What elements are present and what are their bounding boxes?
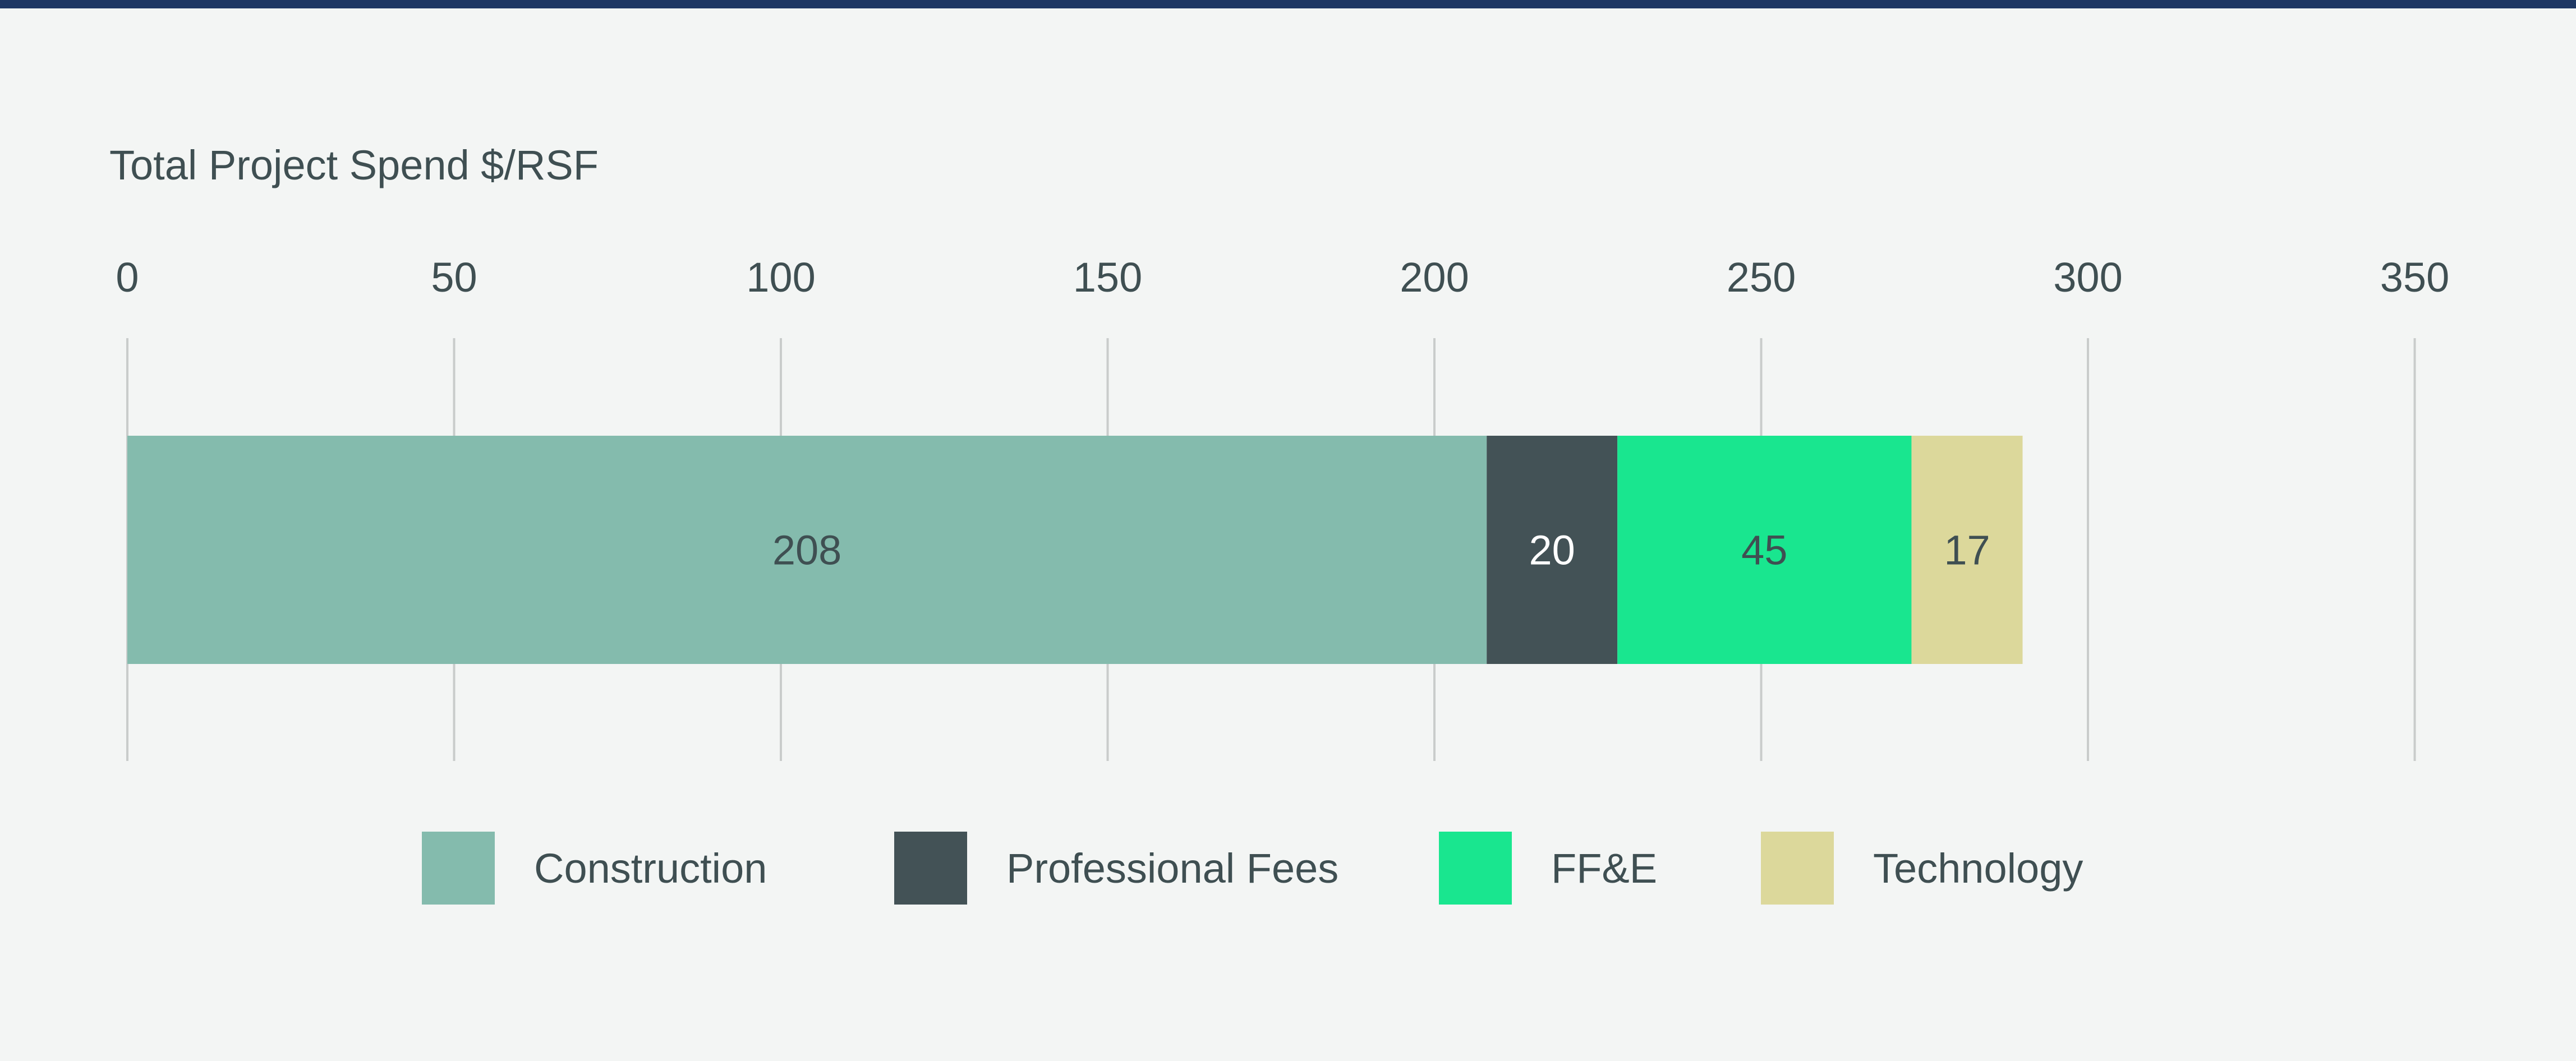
stacked-bar [127,436,2023,664]
legend-swatch-ff-e [1439,832,1512,905]
legend-label-professional-fees: Professional Fees [1006,845,1338,892]
x-tick-label-100: 100 [746,254,815,301]
bar-value-label-technology: 17 [1944,527,1990,574]
bar-value-label-construction: 208 [772,527,841,574]
legend-swatch-professional-fees [894,832,967,905]
legend-item-technology: Technology [1761,832,2083,905]
x-tick-label-250: 250 [1727,254,1796,301]
bar-value-label-ff-e: 45 [1741,527,1787,574]
x-tick-label-350: 350 [2380,254,2449,301]
top-rule [0,0,2576,8]
bar-segment-ff-e [1617,436,1912,664]
x-axis-ticks: 0 50 100 150 200 250 300 350 [116,254,2449,301]
bar-segment-technology [1911,436,2023,664]
legend-swatch-construction [422,832,495,905]
bar-segment-construction [127,436,1487,664]
x-tick-label-300: 300 [2053,254,2122,301]
x-tick-label-150: 150 [1073,254,1142,301]
chart-title: Total Project Spend $/RSF [109,142,599,188]
legend: Construction Professional Fees FF&E Technol… [422,832,2083,905]
legend-item-ff-e: FF&E [1439,832,1657,905]
legend-label-construction: Construction [534,845,767,892]
x-tick-label-200: 200 [1400,254,1469,301]
legend-label-ff-e: FF&E [1551,845,1657,892]
x-tick-label-0: 0 [116,254,139,301]
bar-segment-professional-fees [1487,436,1618,664]
x-tick-label-50: 50 [431,254,477,301]
legend-label-technology: Technology [1873,845,2083,892]
legend-item-construction: Construction [422,832,767,905]
bar-value-labels: 208 20 45 17 [772,527,1990,574]
legend-item-professional-fees: Professional Fees [894,832,1338,905]
bar-value-label-professional-fees: 20 [1529,527,1575,574]
legend-swatch-technology [1761,832,1834,905]
